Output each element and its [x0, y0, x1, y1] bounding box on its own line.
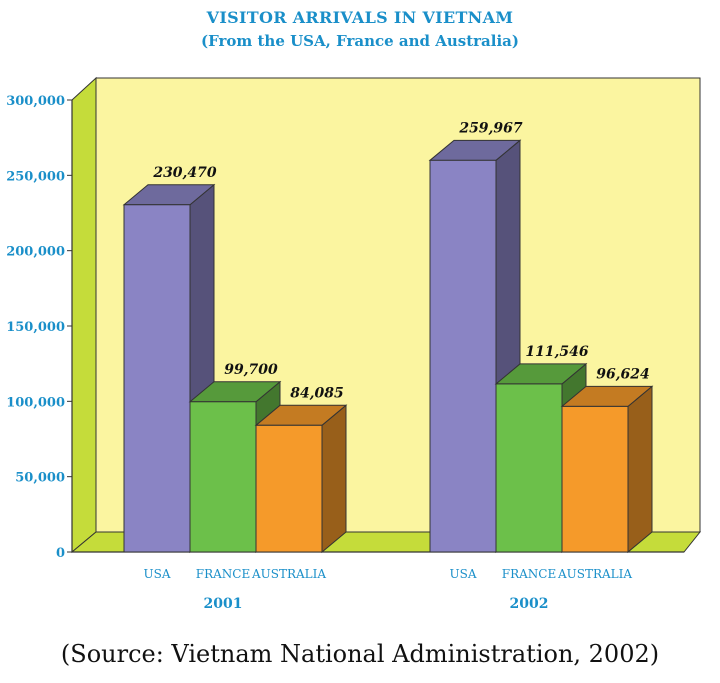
y-tick-label: 50,000: [15, 471, 65, 486]
bar-2002-usa: [429, 159, 497, 553]
bar-2002-australia: [561, 405, 629, 553]
side-wall: [71, 76, 97, 554]
y-tick-label: 200,000: [6, 245, 65, 260]
data-label-2001-australia: 84,085: [290, 385, 344, 401]
category-label: USA: [450, 567, 477, 581]
source-note: (Source: Vietnam National Administration…: [60, 640, 660, 668]
group-label-2001: 2001: [204, 596, 243, 612]
data-label-2001-usa: 230,470: [152, 165, 217, 181]
y-tick-label: 300,000: [6, 94, 65, 109]
y-tick-label: 100,000: [6, 395, 65, 410]
category-label: FRANCE: [196, 567, 250, 581]
bar-side-2002-australia: [627, 385, 653, 554]
category-label: AUSTRALIA: [557, 567, 632, 581]
category-label: FRANCE: [502, 567, 556, 581]
data-label-2002-australia: 96,624: [596, 366, 650, 382]
data-label-2001-france: 99,700: [224, 362, 278, 378]
bar-chart: 0 50,000 100,000 150,000 200,000 250,000 300,0…: [6, 76, 702, 612]
bar-2002-france: [495, 383, 563, 553]
category-label: AUSTRALIA: [251, 567, 326, 581]
category-label: USA: [144, 567, 171, 581]
chart-title: VISITOR ARRIVALS IN VIETNAM: [206, 8, 514, 27]
y-tick-label: 0: [56, 546, 65, 561]
data-label-2002-usa: 259,967: [458, 120, 523, 136]
y-tick-label: 250,000: [6, 169, 65, 184]
bar-2001-australia: [255, 424, 323, 553]
group-label-2002: 2002: [510, 596, 549, 612]
bar-side-2001-australia: [321, 404, 347, 554]
data-label-2002-france: 111,546: [525, 344, 589, 360]
bar-2001-france: [189, 401, 257, 553]
bar-2001-usa: [123, 204, 191, 553]
chart-subtitle: (From the USA, France and Australia): [201, 32, 519, 50]
y-tick-label: 150,000: [6, 320, 65, 335]
